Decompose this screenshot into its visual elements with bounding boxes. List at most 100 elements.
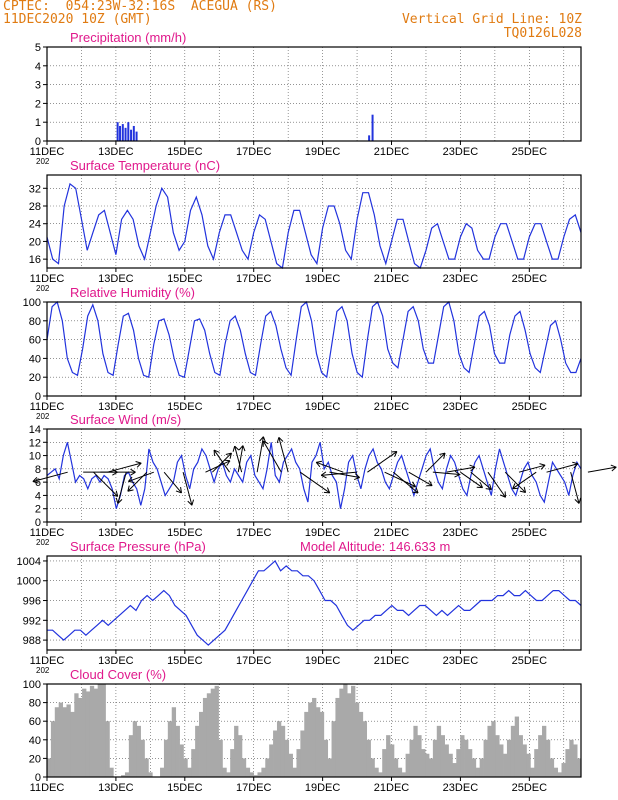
temperature-xtick-label: 21DEC [374,273,410,285]
cloud-bar [109,767,114,777]
temperature-xtick-label: 17DEC [236,273,272,285]
cloud-bar [167,721,173,777]
cloud-bar [542,725,547,777]
pressure-annotation: Model Altitude: 146.633 m [300,539,450,554]
wind-arrow [367,451,398,473]
cloud-bar [265,758,270,777]
precipitation-ytick-label: 4 [35,61,41,73]
wind-arrow-head [316,460,323,463]
wind-arrow-head [412,491,419,494]
pressure-year-label: 202 [36,666,50,675]
precipitation-bar [371,114,374,141]
cloud-bar [257,772,262,777]
cloud-bar [421,749,426,777]
cloud-bar [370,758,375,777]
header-date-line: 11DEC2020 10Z (GMT) [3,12,152,27]
cloud-bar [538,735,543,777]
wind-arrow-head [276,437,280,444]
wind-xtick-label: 15DEC [167,527,203,539]
wind-xtick-label: 17DEC [236,527,272,539]
wind-arrow-head [454,474,460,478]
wind-title: Surface Wind (m/s) [70,412,181,427]
cloud-ytick-label: 40 [29,735,41,747]
wind-arrow-head [415,487,419,494]
humidity-ytick-label: 0 [35,391,41,403]
wind-arrow [262,440,282,473]
pressure-xtick-label: 23DEC [443,655,479,667]
cloud-bar [206,693,212,777]
cloud-bar [510,725,516,777]
cloud-bar [569,739,574,777]
wind-arrow-head [470,466,476,472]
precipitation-xtick-label: 11DEC [30,146,65,158]
pressure-xtick-label: 25DEC [512,655,548,667]
wind-arrow [32,471,68,482]
cloud-bar [436,725,442,777]
temperature-line [46,182,582,270]
wind-arrow-head [234,445,240,451]
wind-arrow-head [278,437,284,442]
cloud-ytick-label: 80 [29,698,41,710]
wind-arrow-head [225,452,232,455]
wind-xtick-label: 25DEC [512,527,548,539]
wind-arrow-head [135,461,142,464]
wind-arrow-head [540,464,546,470]
wind-arrow [321,471,358,476]
precipitation-ytick-label: 1 [35,117,41,129]
temperature-xtick-label: 23DEC [443,273,479,285]
cloud-bar [66,704,71,777]
wind-arrow-head [187,500,193,506]
wind-arrow-head [127,489,134,492]
cloud-xtick-label: 15DEC [167,782,203,794]
wind-arrow-head [229,452,232,459]
pressure-ytick-label: 1004 [17,556,41,568]
cloud-bar [354,702,360,777]
wind-arrow-head [539,463,546,466]
wind-arrow-head [574,499,580,504]
cloud-xtick-label: 13DEC [98,782,134,794]
wind-arrow [425,452,446,473]
cloud-bar [514,716,520,777]
cloud-bar [464,739,469,777]
cloud-bar [448,753,453,777]
wind-arrow-head [428,480,433,486]
precipitation-ytick-label: 2 [35,98,41,110]
pressure-xtick-label: 11DEC [30,655,65,667]
cloud-bar [183,758,188,777]
cloud-bar [347,693,352,777]
cloud-bar [323,739,329,777]
pressure-xtick-label: 19DEC [305,655,341,667]
humidity-xtick-label: 25DEC [512,401,548,413]
wind-arrow [504,471,526,493]
cloud-bar [487,725,492,777]
wind-arrow [163,471,182,494]
humidity-year-label: 202 [36,412,50,421]
precipitation-xtick-label: 13DEC [98,146,134,158]
wind-arrow [408,471,433,487]
cloud-bar [405,753,410,777]
precipitation-xtick-label: 25DEC [512,146,548,158]
wind-arrow [432,471,460,476]
temperature-frame [46,174,582,269]
cloud-bar [526,753,531,777]
wind-arrow [546,463,578,473]
cloud-bar [218,739,223,777]
cloud-bar [440,735,445,777]
wind-arrow-head [572,461,578,465]
wind-arrow-head [130,471,136,476]
cloud-bar [304,711,309,777]
humidity-ytick-label: 20 [29,372,41,384]
wind-arrow [107,462,142,473]
cloud-bar [300,730,305,777]
wind-arrow [182,472,193,506]
humidity-xtick-label: 21DEC [374,401,410,413]
cloud-bar [499,744,504,777]
cloud-bar [432,739,438,777]
wind-arrow-head [263,440,269,445]
cloud-bar [545,739,551,777]
humidity-ytick-label: 40 [29,353,41,365]
wind-arrow-head [512,483,516,489]
wind-arrow-head [262,436,266,443]
cloud-xtick-label: 21DEC [374,782,410,794]
cloud-title: Cloud Cover (%) [70,667,166,682]
